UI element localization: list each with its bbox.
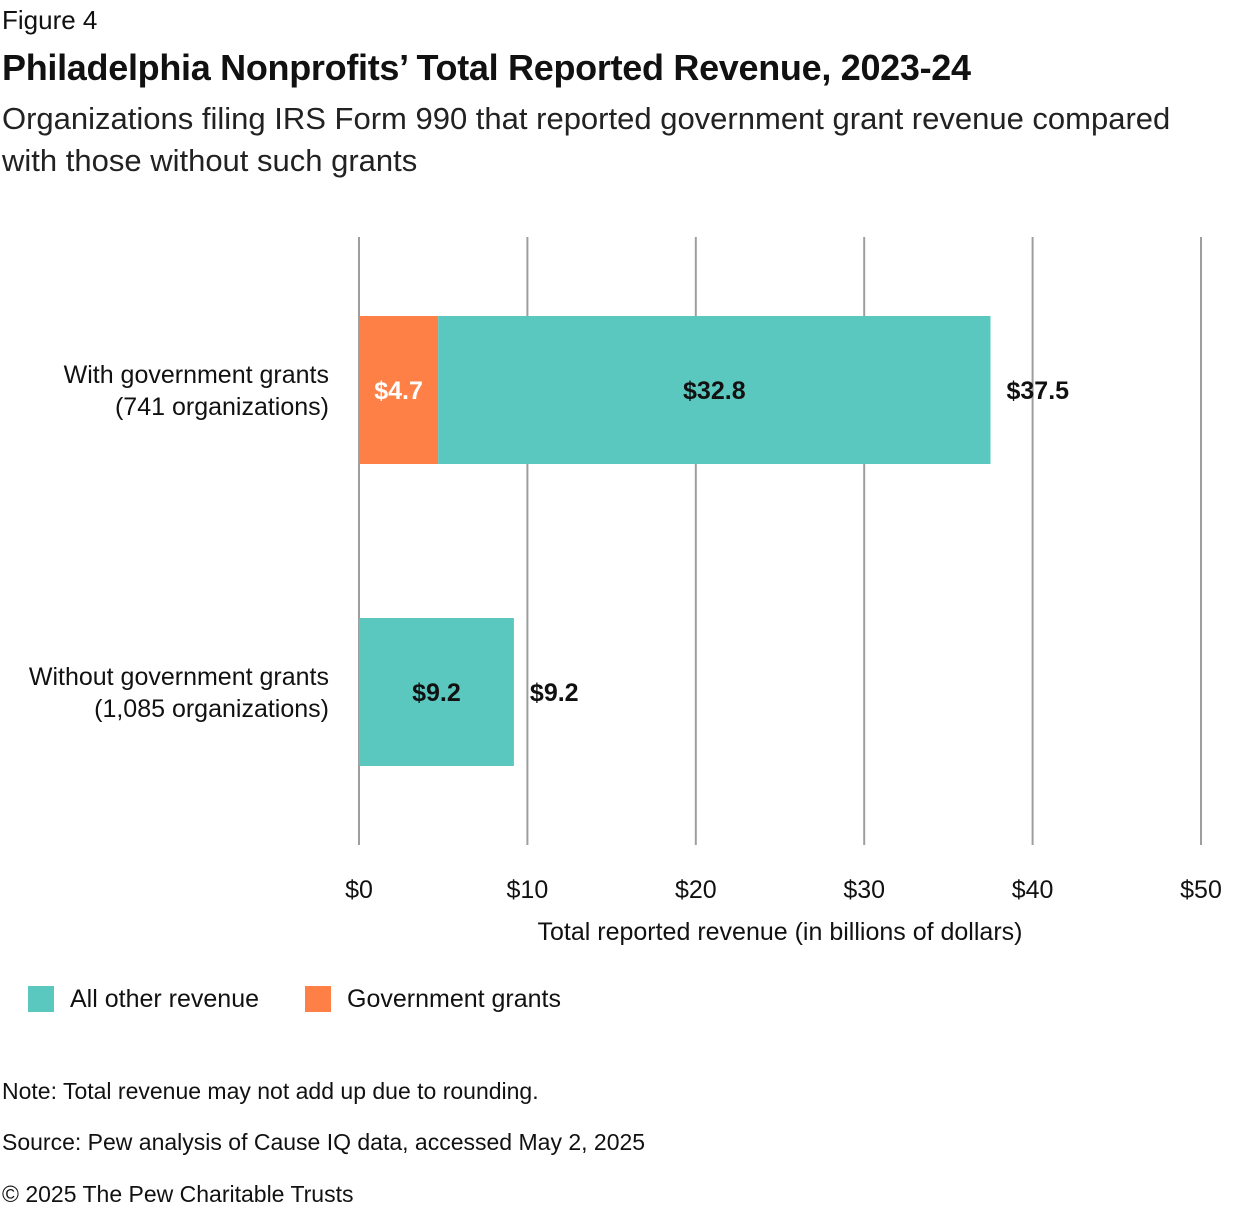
- category-label-1-line1: Without government grants: [29, 663, 329, 691]
- bar-label-all-other-revenue-1: $9.2: [412, 679, 461, 707]
- legend-swatch-government-grants: [305, 986, 332, 1012]
- source-text: Source: Pew analysis of Cause IQ data, a…: [2, 1129, 646, 1155]
- category-label-0-line1: With government grants: [64, 361, 329, 389]
- x-tick-label-4: $40: [1012, 876, 1054, 904]
- bar-label-all-other-revenue-0: $32.8: [683, 377, 746, 405]
- category-label-1-line2: (1,085 organizations): [94, 695, 329, 723]
- x-tick-label-0: $0: [345, 876, 373, 904]
- note-text: Note: Total revenue may not add up due t…: [2, 1078, 539, 1104]
- bar-all-other-revenue-1: [359, 618, 514, 766]
- total-label-0: $37.5: [1007, 377, 1070, 405]
- bar-all-other-revenue-0: [438, 316, 991, 464]
- chart-title: Philadelphia Nonprofits’ Total Reported …: [2, 47, 971, 88]
- legend-label-all-other-revenue: All other revenue: [70, 984, 260, 1013]
- chart-legend: All other revenue Government grants: [28, 984, 607, 1014]
- x-tick-label-5: $50: [1180, 876, 1222, 904]
- bar-label-government-grants-0: $4.7: [374, 377, 423, 405]
- x-tick-label-3: $30: [843, 876, 885, 904]
- chart-subtitle: Organizations filing IRS Form 990 that r…: [2, 101, 1171, 178]
- revenue-bar-chart: $0 $10 $20 $30 $40 $50 Total reported revenue …: [29, 237, 1222, 946]
- x-tick-label-1: $10: [507, 876, 549, 904]
- legend-swatch-all-other-revenue: [28, 986, 54, 1012]
- figure-label: Figure 4: [2, 5, 98, 35]
- legend-item-government-grants: Government grants: [305, 985, 561, 1014]
- x-tick-label-2: $20: [675, 876, 717, 904]
- legend-label-government-grants: Government grants: [347, 984, 562, 1013]
- legend-item-all-other-revenue: All other revenue: [28, 985, 259, 1014]
- x-axis-label: Total reported revenue (in billions of d…: [538, 918, 1023, 946]
- copyright-text: © 2025 The Pew Charitable Trusts: [2, 1181, 354, 1207]
- category-label-0-line2: (741 organizations): [115, 393, 329, 421]
- bar-government-grants-0: [359, 316, 439, 464]
- total-label-1: $9.2: [530, 679, 579, 707]
